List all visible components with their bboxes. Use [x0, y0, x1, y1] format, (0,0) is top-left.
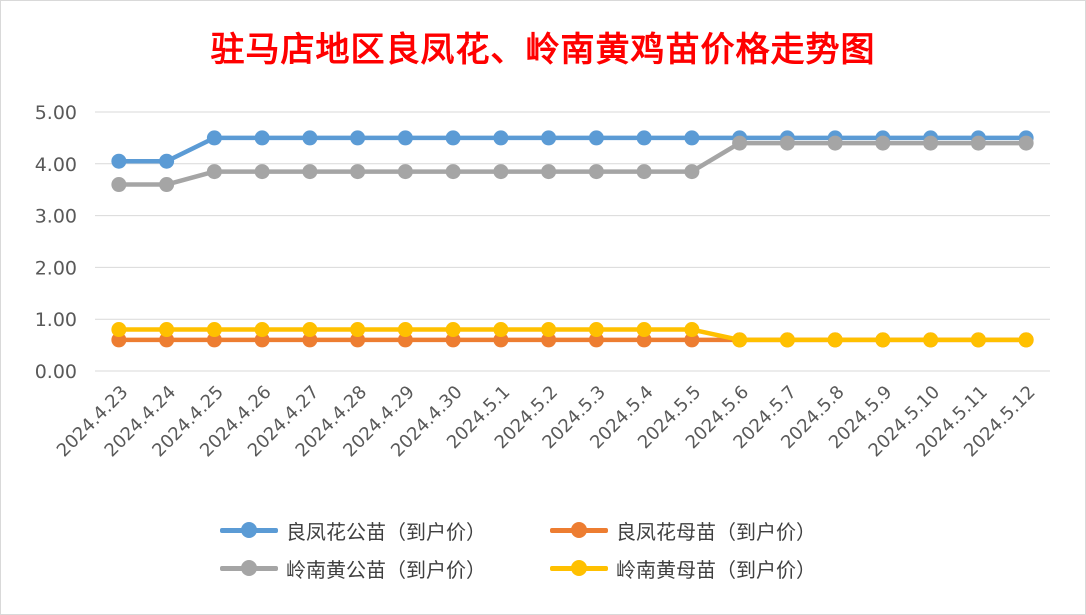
data-point — [111, 322, 127, 338]
series-lines — [111, 130, 1034, 348]
data-point — [350, 130, 366, 146]
series-3 — [111, 322, 1034, 348]
x-axis: 2024.4.232024.4.242024.4.252024.4.262024… — [53, 382, 1040, 462]
legend-label: 良凤花母苗（到户价） — [616, 519, 816, 544]
y-tick-label: 0.00 — [35, 361, 77, 383]
data-point — [541, 164, 557, 180]
data-point — [827, 135, 843, 151]
data-point — [732, 332, 748, 348]
data-point — [1018, 135, 1034, 151]
data-point — [779, 332, 795, 348]
data-point — [445, 130, 461, 146]
series-line — [116, 140, 1029, 187]
chart-title: 驻马店地区良凤花、岭南黄鸡苗价格走势图 — [210, 30, 876, 70]
data-point — [875, 332, 891, 348]
data-point — [445, 322, 461, 338]
y-tick-label: 3.00 — [35, 206, 77, 228]
legend-item: 良凤花母苗（到户价） — [550, 515, 816, 545]
data-point — [159, 177, 175, 193]
data-point — [159, 332, 175, 348]
data-point — [111, 153, 127, 169]
data-point — [588, 164, 604, 180]
data-point — [206, 332, 222, 348]
data-point — [588, 130, 604, 146]
data-point — [445, 332, 461, 348]
data-point — [827, 332, 843, 348]
data-point — [541, 130, 557, 146]
data-point — [397, 332, 413, 348]
data-point — [302, 164, 318, 180]
data-point — [923, 332, 939, 348]
data-point — [159, 322, 175, 338]
data-point — [350, 332, 366, 348]
legend-item: 岭南黄公苗（到户价） — [220, 553, 486, 583]
data-point — [302, 130, 318, 146]
data-point — [206, 322, 222, 338]
data-point — [779, 135, 795, 151]
legend-swatch — [550, 553, 608, 583]
data-point — [1018, 332, 1034, 348]
data-point — [636, 130, 652, 146]
series-0 — [111, 130, 1034, 169]
legend-swatch — [550, 515, 608, 545]
data-point — [206, 164, 222, 180]
data-point — [684, 332, 700, 348]
data-point — [302, 322, 318, 338]
legend-swatch — [220, 515, 278, 545]
y-tick-label: 4.00 — [35, 154, 77, 176]
data-point — [254, 130, 270, 146]
data-point — [397, 130, 413, 146]
data-point — [636, 322, 652, 338]
data-point — [397, 164, 413, 180]
data-point — [350, 164, 366, 180]
data-point — [923, 135, 939, 151]
y-tick-label: 2.00 — [35, 257, 77, 279]
data-point — [493, 164, 509, 180]
data-point — [970, 332, 986, 348]
data-point — [111, 177, 127, 193]
data-point — [541, 332, 557, 348]
data-point — [588, 322, 604, 338]
data-point — [111, 332, 127, 348]
data-point — [875, 135, 891, 151]
data-point — [397, 322, 413, 338]
legend-label: 良凤花公苗（到户价） — [286, 519, 486, 544]
legend-item: 岭南黄母苗（到户价） — [550, 553, 816, 583]
data-point — [493, 322, 509, 338]
data-point — [684, 164, 700, 180]
data-point — [636, 164, 652, 180]
data-point — [254, 332, 270, 348]
data-point — [732, 135, 748, 151]
gridlines — [95, 111, 1050, 372]
data-point — [541, 322, 557, 338]
data-point — [350, 322, 366, 338]
series-line — [116, 135, 1029, 164]
data-point — [254, 164, 270, 180]
data-point — [254, 322, 270, 338]
legend-item: 良凤花公苗（到户价） — [220, 515, 486, 545]
data-point — [302, 332, 318, 348]
data-point — [970, 135, 986, 151]
data-point — [493, 332, 509, 348]
series-line — [116, 327, 1029, 343]
data-point — [684, 130, 700, 146]
y-axis: 0.00 1.00 2.00 3.00 4.00 5.00 — [35, 102, 77, 383]
y-tick-label: 5.00 — [35, 102, 77, 124]
data-point — [206, 130, 222, 146]
data-point — [159, 153, 175, 169]
legend-swatch — [220, 553, 278, 583]
data-point — [493, 130, 509, 146]
y-tick-label: 1.00 — [35, 309, 77, 331]
legend-label: 岭南黄母苗（到户价） — [616, 557, 816, 582]
data-point — [445, 164, 461, 180]
data-point — [684, 322, 700, 338]
series-2 — [111, 135, 1034, 193]
data-point — [588, 332, 604, 348]
legend-label: 岭南黄公苗（到户价） — [286, 557, 486, 582]
data-point — [636, 332, 652, 348]
